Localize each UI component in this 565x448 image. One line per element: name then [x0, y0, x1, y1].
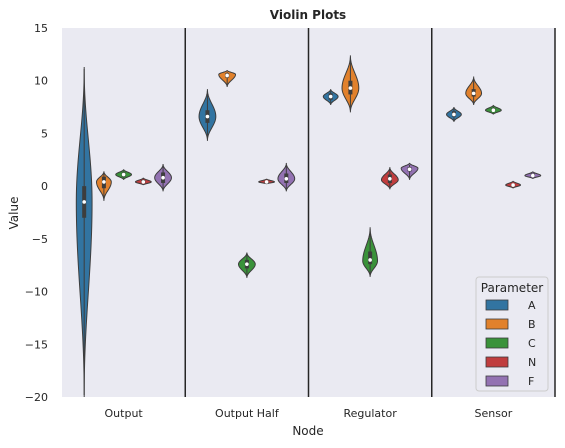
- violin-median-dot: [348, 86, 353, 90]
- legend-label-A: A: [528, 299, 536, 312]
- x-tick-label: Output: [105, 407, 144, 420]
- violin-median-dot: [82, 200, 86, 204]
- legend-title: Parameter: [481, 281, 543, 295]
- violin-median-dot: [471, 91, 476, 96]
- y-tick-label: −20: [25, 391, 48, 404]
- violin-median-dot: [491, 108, 496, 113]
- y-tick-label: 5: [41, 127, 48, 140]
- legend-swatch-A: [485, 299, 509, 311]
- violin-median-dot: [452, 112, 456, 117]
- violin-median-dot: [141, 180, 146, 184]
- y-tick-label: −5: [32, 233, 48, 246]
- violin-median-dot: [407, 167, 412, 172]
- violin-median-dot: [245, 262, 249, 266]
- violin-median-dot: [205, 114, 210, 119]
- violin-median-dot: [264, 180, 269, 184]
- legend-swatch-B: [485, 318, 509, 330]
- y-axis-label: Value: [7, 197, 21, 230]
- violin-median-dot: [161, 175, 165, 180]
- x-tick-label: Sensor: [475, 407, 513, 420]
- violin-median-dot: [388, 176, 392, 181]
- legend-label-F: F: [528, 375, 534, 388]
- category-separators: [184, 28, 556, 397]
- violins-layer: [75, 55, 542, 398]
- legend-swatch-C: [485, 337, 509, 349]
- legend-swatch-N: [485, 356, 509, 368]
- violin-iqr-box: [368, 251, 373, 265]
- y-tick-label: 10: [34, 75, 48, 88]
- chart-title: Violin Plots: [270, 8, 346, 22]
- violin-median-dot: [121, 172, 126, 177]
- violin-median-dot: [225, 73, 229, 78]
- violin-median-dot: [511, 183, 515, 187]
- x-axis-label: Node: [292, 424, 323, 438]
- y-tick-label: 15: [34, 22, 48, 35]
- x-tick-label: Regulator: [344, 407, 398, 420]
- y-tick-label: −15: [25, 338, 48, 351]
- y-tick-label: 0: [41, 180, 48, 193]
- violin-median-dot: [328, 94, 333, 99]
- y-tick-label: −10: [25, 286, 48, 299]
- legend-label-C: C: [528, 337, 536, 350]
- violin-median-dot: [284, 176, 289, 181]
- legend-label-B: B: [528, 318, 536, 331]
- violin-median-dot: [102, 180, 106, 184]
- x-axis-ticks: Output Output Half Regulator Sensor: [105, 407, 513, 420]
- x-tick-label: Output Half: [215, 407, 280, 420]
- violin-median-dot: [531, 173, 535, 178]
- legend-label-N: N: [528, 356, 536, 369]
- legend-swatch-F: [485, 375, 509, 387]
- y-axis-ticks: 15 10 5 0 −5 −10 −15 −20: [25, 22, 48, 404]
- violin-median-dot: [368, 258, 372, 262]
